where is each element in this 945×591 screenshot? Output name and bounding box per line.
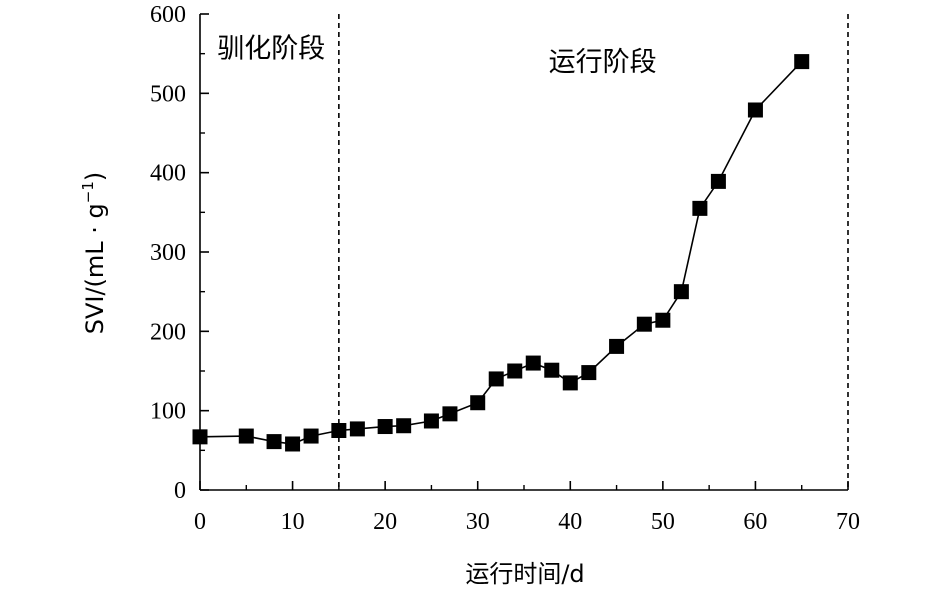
phase-divider-lines — [338, 14, 849, 490]
y-tick-label-100: 100 — [150, 399, 186, 425]
data-point-15 — [331, 423, 347, 438]
x-tick-label-70: 70 — [836, 509, 860, 535]
phase-annotations: 驯化阶段 运行阶段 — [217, 34, 656, 78]
y-tick-label-300: 300 — [150, 240, 186, 266]
data-point-56 — [710, 173, 726, 189]
data-point-0 — [192, 429, 208, 445]
x-tick-label-10: 10 — [281, 509, 305, 535]
data-point-8 — [266, 434, 282, 450]
data-point-17 — [349, 421, 365, 437]
x-tick-label-50: 50 — [651, 509, 675, 535]
y-tick-label-200: 200 — [150, 319, 186, 345]
data-point-48 — [636, 316, 652, 332]
y-axis-title: SVI/(mL · g−1) — [79, 172, 109, 335]
data-point-38 — [544, 362, 560, 378]
y-axis-title-superscript: −1 — [79, 181, 97, 203]
y-axis-ticks: 0 100 200 300 400 500 600 — [150, 2, 209, 504]
data-point-60 — [747, 102, 763, 118]
svi-series — [192, 54, 810, 452]
axes — [199, 14, 848, 491]
x-axis-ticks: 0 10 20 30 40 50 60 70 — [194, 481, 860, 535]
y-axis-title-main: SVI/(mL · g — [81, 203, 109, 334]
data-point-42 — [581, 365, 597, 381]
data-point-10 — [285, 436, 301, 452]
x-tick-label-60: 60 — [743, 509, 767, 535]
data-point-36 — [525, 355, 541, 371]
data-point-27 — [442, 406, 458, 422]
phase-label-0: 驯化阶段 — [217, 34, 325, 65]
x-axis-title: 运行时间/d — [465, 560, 584, 588]
data-point-50 — [655, 312, 671, 328]
data-point-30 — [470, 395, 486, 411]
data-point-5 — [238, 428, 254, 444]
y-tick-label-600: 600 — [150, 2, 186, 28]
x-tick-label-30: 30 — [466, 509, 490, 535]
data-point-54 — [692, 200, 708, 216]
y-tick-label-0: 0 — [174, 478, 186, 504]
data-point-22 — [396, 418, 412, 434]
data-point-34 — [507, 363, 523, 379]
data-point-20 — [377, 419, 393, 435]
data-point-45 — [609, 338, 625, 354]
data-point-65 — [794, 54, 810, 70]
x-tick-label-20: 20 — [373, 509, 397, 535]
data-point-32 — [488, 371, 504, 387]
data-point-25 — [423, 413, 439, 429]
y-tick-label-500: 500 — [150, 81, 186, 107]
y-axis-title-suffix: ) — [81, 172, 109, 181]
phase-label-1: 运行阶段 — [549, 47, 657, 78]
series-line-0 — [199, 61, 803, 445]
x-tick-label-0: 0 — [194, 509, 206, 535]
data-point-52 — [673, 284, 689, 300]
y-tick-label-400: 400 — [150, 161, 186, 187]
data-point-12 — [303, 428, 319, 444]
x-tick-label-40: 40 — [558, 509, 582, 535]
data-point-40 — [562, 375, 578, 391]
